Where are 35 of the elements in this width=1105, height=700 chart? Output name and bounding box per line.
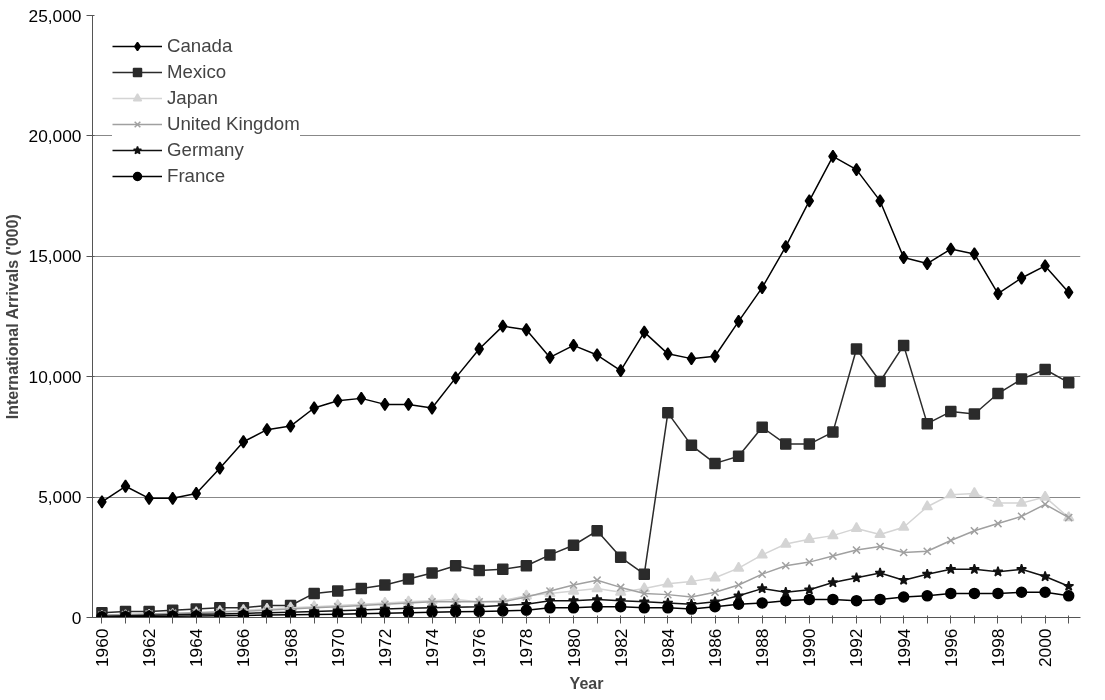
y-tick-label: 10,000 bbox=[28, 366, 82, 387]
x-tick-label: 1984 bbox=[657, 628, 678, 668]
x-tick-label: 1976 bbox=[469, 628, 490, 668]
x-tick-label: 1986 bbox=[705, 628, 726, 668]
x-tick-label: 1990 bbox=[799, 628, 820, 668]
legend-label: Canada bbox=[167, 35, 233, 57]
x-tick-label: 1982 bbox=[610, 628, 631, 668]
y-tick-label: 20,000 bbox=[28, 125, 82, 146]
x-tick-label: 1968 bbox=[280, 628, 301, 668]
y-tick-label: 0 bbox=[71, 607, 82, 628]
legend-label: France bbox=[167, 165, 226, 187]
x-tick-label: 1960 bbox=[91, 628, 112, 668]
x-tick-label: 2000 bbox=[1035, 628, 1056, 668]
y-tick-label: 5,000 bbox=[38, 487, 82, 508]
x-tick-label: 1962 bbox=[139, 628, 160, 668]
x-tick-label: 1992 bbox=[846, 628, 867, 668]
x-tick-label: 1978 bbox=[516, 628, 537, 668]
x-tick-label: 1974 bbox=[422, 628, 443, 668]
legend-label: United Kingdom bbox=[167, 113, 300, 135]
y-tick-label: 25,000 bbox=[28, 5, 82, 26]
x-tick-label: 1998 bbox=[987, 628, 1008, 668]
x-tick-label: 1972 bbox=[374, 628, 395, 668]
x-axis-title: Year bbox=[569, 675, 604, 693]
legend-label: Japan bbox=[167, 87, 218, 109]
y-axis-title: International Arrivals ('000) bbox=[3, 214, 21, 420]
y-tick-label: 15,000 bbox=[28, 246, 82, 267]
legend-label: Germany bbox=[167, 139, 244, 161]
x-tick-label: 1970 bbox=[327, 628, 348, 668]
x-tick-label: 1994 bbox=[893, 628, 914, 668]
x-tick-label: 1966 bbox=[233, 628, 254, 668]
x-tick-label: 1980 bbox=[563, 628, 584, 668]
x-tick-label: 1996 bbox=[940, 628, 961, 668]
x-tick-label: 1964 bbox=[186, 628, 207, 668]
x-tick-label: 1988 bbox=[752, 628, 773, 668]
legend-label: Mexico bbox=[167, 61, 227, 83]
